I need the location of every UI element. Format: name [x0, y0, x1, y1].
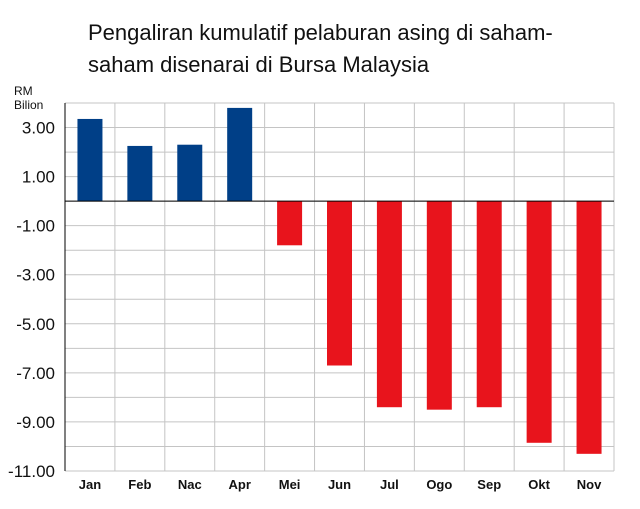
y-tick-label: -9.00	[16, 413, 55, 432]
bar-okt	[526, 201, 552, 443]
bar-nov	[576, 201, 602, 454]
grid-lines	[64, 102, 615, 472]
bar-feb	[127, 145, 153, 202]
bar-ogo	[426, 201, 452, 410]
x-tick-label: Sep	[477, 477, 501, 492]
tick-labels: 3.00 1.00 -1.00 -3.00 -5.00 -7.00 -9.00 -11.00 J…	[8, 119, 602, 492]
y-tick-label: -5.00	[16, 315, 55, 334]
x-tick-label: Mei	[279, 477, 301, 492]
bar-nac	[177, 144, 203, 202]
y-axis-label-line-2: Bilion	[14, 98, 44, 112]
y-tick-label: 3.00	[22, 119, 55, 138]
chart-title-line-2: saham disenarai di Bursa Malaysia	[88, 52, 430, 77]
x-tick-label: Jun	[328, 477, 351, 492]
y-tick-label: -11.00	[8, 462, 55, 481]
bars	[77, 107, 602, 454]
y-tick-label: -1.00	[16, 217, 55, 236]
bar-mei	[277, 201, 303, 246]
bar-apr	[227, 107, 253, 202]
y-tick-label: -7.00	[16, 364, 55, 383]
x-tick-label: Feb	[128, 477, 151, 492]
bar-jan	[77, 118, 103, 202]
axes	[64, 103, 614, 471]
x-tick-label: Nov	[577, 477, 602, 492]
y-tick-label: -3.00	[16, 266, 55, 285]
y-tick-label: 1.00	[22, 168, 55, 187]
x-tick-label: Nac	[178, 477, 202, 492]
chart-title-line-1: Pengaliran kumulatif pelaburan asing di …	[88, 20, 553, 45]
bar-jun	[327, 201, 352, 366]
bar-sep	[476, 201, 502, 408]
x-tick-label: Jan	[79, 477, 101, 492]
x-tick-label: Ogo	[426, 477, 452, 492]
x-tick-label: Jul	[380, 477, 399, 492]
x-tick-label: Apr	[228, 477, 250, 492]
x-tick-label: Okt	[528, 477, 550, 492]
y-axis-label-line-1: RM	[14, 84, 33, 98]
bar-jul	[376, 201, 402, 408]
